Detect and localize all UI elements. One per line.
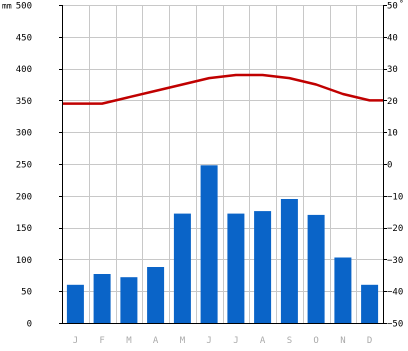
month-label: J (233, 336, 238, 346)
left-tick-label: 200 (16, 192, 32, 202)
precipitation-bar (173, 213, 191, 323)
precipitation-bar (200, 165, 218, 323)
precipitation-bar (120, 277, 138, 323)
left-tick-label: 450 (16, 33, 32, 43)
precipitation-bar (93, 274, 111, 323)
right-tick-label: −50 (387, 320, 403, 330)
right-tick-label: −30 (387, 256, 403, 266)
right-tick-label: −40 (387, 288, 403, 298)
month-label: A (153, 336, 159, 346)
right-tick-label: 50 (387, 2, 398, 12)
precipitation-bar (66, 284, 84, 323)
left-tick-label: 50 (21, 288, 32, 298)
left-tick-label: 400 (16, 65, 32, 75)
month-label: F (99, 336, 104, 346)
right-tick-label: 20 (387, 97, 398, 107)
left-tick-label: 500 (16, 2, 32, 12)
precipitation-bar (334, 257, 352, 323)
precipitation-bar (307, 214, 325, 323)
left-tick-label: 150 (16, 224, 32, 234)
left-tick-label: 250 (16, 161, 32, 171)
left-tick-label: 300 (16, 129, 32, 139)
precipitation-unit-label: mm (2, 2, 12, 11)
precipitation-bars (66, 165, 379, 323)
precipitation-bar (280, 199, 298, 323)
temperature-line (62, 73, 383, 105)
right-tick-label: 10 (387, 129, 398, 139)
month-label: D (367, 336, 372, 346)
axes (59, 5, 387, 324)
temperature-line-group (62, 73, 383, 105)
precipitation-bar (147, 267, 165, 323)
right-tick-label: 40 (387, 33, 398, 43)
left-tick-label: 100 (16, 256, 32, 266)
precipitation-bar (254, 211, 272, 323)
right-tick-label: −10 (387, 192, 403, 202)
month-label: J (73, 336, 78, 346)
month-label: M (180, 336, 186, 346)
month-label: S (287, 336, 292, 346)
left-tick-label: 350 (16, 97, 32, 107)
precipitation-bar (361, 284, 379, 323)
right-tick-label: −20 (387, 224, 403, 234)
left-tick-label: 0 (27, 320, 32, 330)
right-tick-label: 0 (387, 161, 392, 171)
right-tick-label: 30 (387, 65, 398, 75)
month-label: N (340, 336, 345, 346)
month-label: J (206, 336, 211, 346)
temperature-unit-label: ° (399, 0, 404, 8)
precipitation-bar (227, 213, 245, 323)
month-label: M (126, 336, 132, 346)
month-label: A (260, 336, 266, 346)
tick-labels: 050100150200250300350400450500mm−50−40−3… (2, 0, 404, 346)
month-label: O (313, 336, 318, 346)
